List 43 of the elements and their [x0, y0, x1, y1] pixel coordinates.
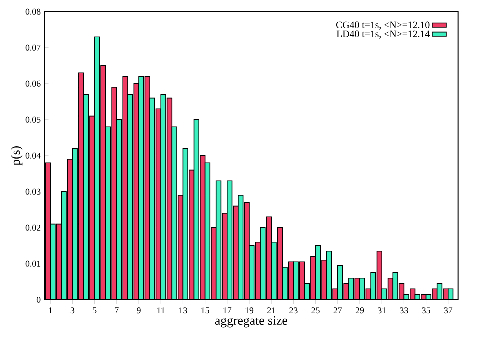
- x-axis-title: aggregate size: [215, 316, 288, 328]
- x-tick-label: 33: [400, 308, 408, 314]
- x-tick-label: 7: [115, 308, 119, 314]
- bar: [178, 195, 184, 300]
- bar: [315, 246, 322, 300]
- bar: [166, 98, 173, 300]
- y-tick-label: 0: [36, 297, 41, 304]
- x-tick-label: 23: [290, 308, 298, 314]
- y-tick-label: 0.07: [26, 45, 41, 52]
- x-tick-label: 9: [137, 308, 141, 314]
- x-tick-label: 13: [180, 308, 188, 314]
- y-tick-label: 0.01: [26, 261, 41, 268]
- bar: [216, 180, 222, 300]
- bar: [288, 262, 294, 300]
- x-tick-label: 11: [158, 308, 165, 314]
- y-tick-label: 0.08: [26, 9, 41, 16]
- bar: [388, 278, 394, 300]
- x-tick-label: 31: [378, 308, 386, 314]
- x-tick-label: 3: [70, 308, 75, 314]
- bar: [94, 36, 100, 300]
- x-tick-label: 19: [246, 308, 254, 314]
- bar: [277, 228, 284, 300]
- legend-label: CG40 t=1s, <N>=12.10: [336, 22, 430, 30]
- x-tick-label: 25: [312, 308, 320, 314]
- y-tick-label: 0.04: [26, 153, 41, 160]
- bar: [56, 224, 62, 300]
- x-tick-label: 27: [334, 308, 342, 314]
- x-tick-label: 35: [422, 308, 430, 314]
- legend-label: LD40 t=1s, <N>=12.14: [336, 31, 430, 40]
- y-tick-label: 0.05: [26, 117, 41, 124]
- x-tick-label: 15: [202, 308, 210, 314]
- x-tick-label: 37: [444, 308, 453, 314]
- bar: [205, 163, 210, 300]
- x-tick-label: 5: [93, 308, 97, 314]
- y-tick-label: 0.02: [26, 225, 41, 232]
- x-tick-label: 29: [356, 308, 364, 314]
- x-tick-label: 1: [49, 308, 52, 314]
- bar: [326, 251, 332, 300]
- x-tick-label: 17: [224, 308, 232, 314]
- y-axis-title: p(s): [11, 146, 23, 166]
- y-tick-label: 0.06: [26, 81, 41, 88]
- x-tick-label: 21: [268, 308, 276, 314]
- y-tick-label: 0.03: [26, 189, 41, 196]
